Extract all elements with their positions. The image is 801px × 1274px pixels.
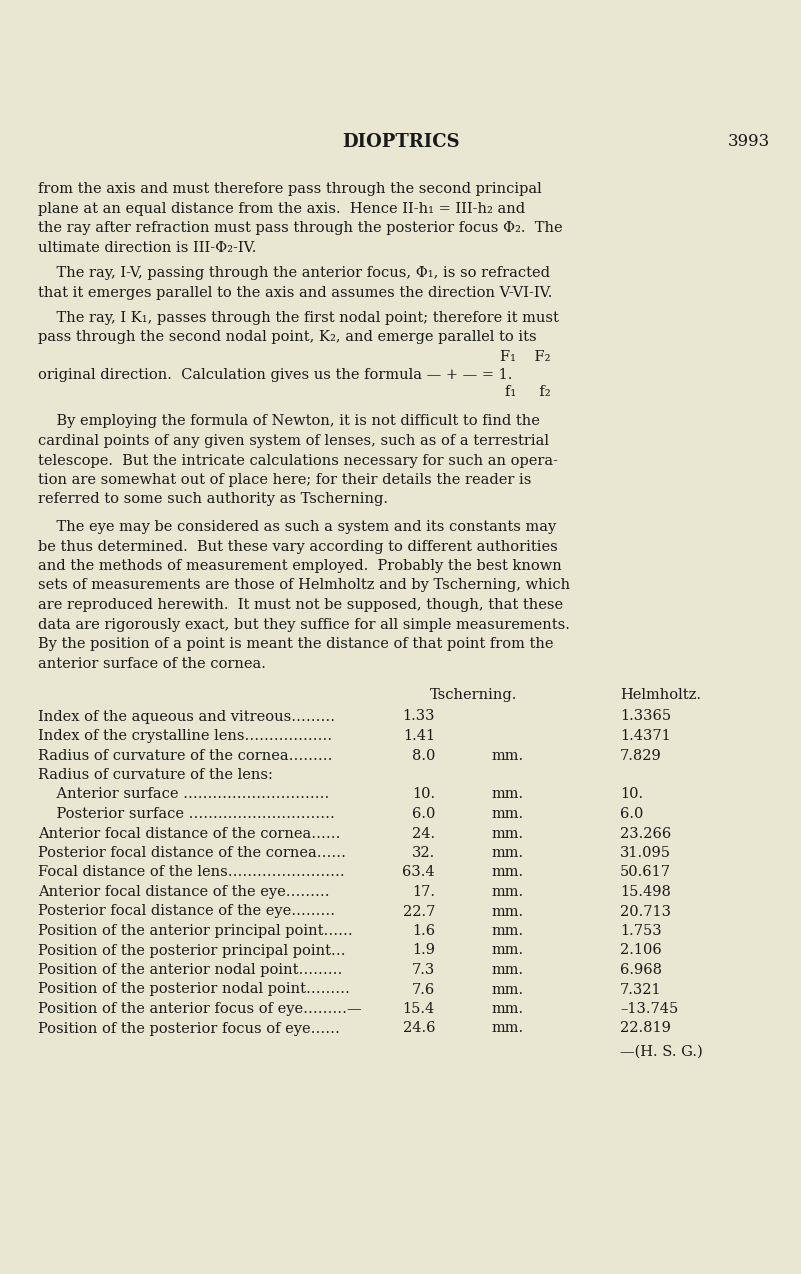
Text: 15.498: 15.498 (620, 885, 671, 899)
Text: Tscherning.: Tscherning. (430, 688, 517, 702)
Text: 1.33: 1.33 (402, 710, 435, 724)
Text: Radius of curvature of the lens:: Radius of curvature of the lens: (38, 768, 273, 782)
Text: f₁     f₂: f₁ f₂ (505, 385, 550, 399)
Text: 22.819: 22.819 (620, 1022, 671, 1036)
Text: mm.: mm. (492, 846, 524, 860)
Text: 1.6: 1.6 (412, 924, 435, 938)
Text: 23.266: 23.266 (620, 827, 671, 841)
Text: 2.106: 2.106 (620, 944, 662, 958)
Text: 6.0: 6.0 (620, 806, 643, 820)
Text: be thus determined.  But these vary according to different authorities: be thus determined. But these vary accor… (38, 539, 557, 553)
Text: are reproduced herewith.  It must not be supposed, though, that these: are reproduced herewith. It must not be … (38, 598, 563, 612)
Text: 20.713: 20.713 (620, 905, 671, 919)
Text: Position of the posterior focus of eye……: Position of the posterior focus of eye…… (38, 1022, 340, 1036)
Text: plane at an equal distance from the axis.  Hence II-h₁ = III-h₂ and: plane at an equal distance from the axis… (38, 201, 525, 215)
Text: from the axis and must therefore pass through the second principal: from the axis and must therefore pass th… (38, 182, 541, 196)
Text: mm.: mm. (492, 982, 524, 996)
Text: 1.41: 1.41 (403, 729, 435, 743)
Text: mm.: mm. (492, 827, 524, 841)
Text: Helmholtz.: Helmholtz. (620, 688, 701, 702)
Text: 7.3: 7.3 (412, 963, 435, 977)
Text: 7.6: 7.6 (412, 982, 435, 996)
Text: 10.: 10. (620, 787, 643, 801)
Text: data are rigorously exact, but they suffice for all simple measurements.: data are rigorously exact, but they suff… (38, 618, 570, 632)
Text: 7.321: 7.321 (620, 982, 662, 996)
Text: 3993: 3993 (728, 132, 770, 150)
Text: Position of the anterior nodal point………: Position of the anterior nodal point……… (38, 963, 342, 977)
Text: The eye may be considered as such a system and its constants may: The eye may be considered as such a syst… (38, 520, 556, 534)
Text: Position of the posterior nodal point………: Position of the posterior nodal point……… (38, 982, 350, 996)
Text: —(H. S. G.): —(H. S. G.) (620, 1045, 702, 1059)
Text: Radius of curvature of the cornea………: Radius of curvature of the cornea……… (38, 749, 332, 763)
Text: By the position of a point is meant the distance of that point from the: By the position of a point is meant the … (38, 637, 553, 651)
Text: mm.: mm. (492, 806, 524, 820)
Text: The ray, I K₁, passes through the first nodal point; therefore it must: The ray, I K₁, passes through the first … (38, 311, 559, 325)
Text: 6.968: 6.968 (620, 963, 662, 977)
Text: 15.4: 15.4 (403, 1001, 435, 1015)
Text: mm.: mm. (492, 749, 524, 763)
Text: mm.: mm. (492, 1001, 524, 1015)
Text: Position of the anterior principal point……: Position of the anterior principal point… (38, 924, 352, 938)
Text: By employing the formula of Newton, it is not difficult to find the: By employing the formula of Newton, it i… (38, 414, 540, 428)
Text: cardinal points of any given system of lenses, such as of a terrestrial: cardinal points of any given system of l… (38, 434, 549, 448)
Text: The ray, I-V, passing through the anterior focus, Φ₁, is so refracted: The ray, I-V, passing through the anteri… (38, 266, 550, 280)
Text: Position of the posterior principal point…: Position of the posterior principal poin… (38, 944, 345, 958)
Text: 8.0: 8.0 (412, 749, 435, 763)
Text: 50.617: 50.617 (620, 865, 671, 879)
Text: mm.: mm. (492, 865, 524, 879)
Text: pass through the second nodal point, K₂, and emerge parallel to its: pass through the second nodal point, K₂,… (38, 330, 537, 344)
Text: 1.3365: 1.3365 (620, 710, 671, 724)
Text: Focal distance of the lens……………………: Focal distance of the lens…………………… (38, 865, 344, 879)
Text: original direction.  Calculation gives us the formula — + — = 1.: original direction. Calculation gives us… (38, 367, 513, 381)
Text: mm.: mm. (492, 905, 524, 919)
Text: DIOPTRICS: DIOPTRICS (342, 132, 460, 152)
Text: mm.: mm. (492, 963, 524, 977)
Text: 32.: 32. (412, 846, 435, 860)
Text: 10.: 10. (412, 787, 435, 801)
Text: Posterior surface …………………………: Posterior surface ………………………… (38, 806, 335, 820)
Text: Posterior focal distance of the eye………: Posterior focal distance of the eye……… (38, 905, 335, 919)
Text: 22.7: 22.7 (403, 905, 435, 919)
Text: Anterior focal distance of the cornea……: Anterior focal distance of the cornea…… (38, 827, 340, 841)
Text: referred to some such authority as Tscherning.: referred to some such authority as Tsche… (38, 493, 388, 507)
Text: and the methods of measurement employed.  Probably the best known: and the methods of measurement employed.… (38, 559, 562, 573)
Text: mm.: mm. (492, 885, 524, 899)
Text: mm.: mm. (492, 944, 524, 958)
Text: Index of the crystalline lens………………: Index of the crystalline lens……………… (38, 729, 332, 743)
Text: Anterior focal distance of the eye………: Anterior focal distance of the eye……… (38, 885, 330, 899)
Text: Index of the aqueous and vitreous………: Index of the aqueous and vitreous……… (38, 710, 335, 724)
Text: Position of the anterior focus of eye………—: Position of the anterior focus of eye………… (38, 1001, 361, 1015)
Text: 31.095: 31.095 (620, 846, 671, 860)
Text: ultimate direction is III-Φ₂-IV.: ultimate direction is III-Φ₂-IV. (38, 241, 256, 255)
Text: F₁    F₂: F₁ F₂ (500, 350, 550, 364)
Text: the ray after refraction must pass through the posterior focus Φ₂.  The: the ray after refraction must pass throu… (38, 220, 562, 234)
Text: that it emerges parallel to the axis and assumes the direction V-VI-IV.: that it emerges parallel to the axis and… (38, 285, 553, 299)
Text: mm.: mm. (492, 924, 524, 938)
Text: sets of measurements are those of Helmholtz and by Tscherning, which: sets of measurements are those of Helmho… (38, 578, 570, 592)
Text: 17.: 17. (412, 885, 435, 899)
Text: –13.745: –13.745 (620, 1001, 678, 1015)
Text: 7.829: 7.829 (620, 749, 662, 763)
Text: Posterior focal distance of the cornea……: Posterior focal distance of the cornea…… (38, 846, 346, 860)
Text: Anterior surface …………………………: Anterior surface ………………………… (38, 787, 329, 801)
Text: 24.: 24. (412, 827, 435, 841)
Text: 1.4371: 1.4371 (620, 729, 670, 743)
Text: 24.6: 24.6 (402, 1022, 435, 1036)
Text: 1.753: 1.753 (620, 924, 662, 938)
Text: mm.: mm. (492, 787, 524, 801)
Text: telescope.  But the intricate calculations necessary for such an opera-: telescope. But the intricate calculation… (38, 454, 558, 468)
Text: 1.9: 1.9 (412, 944, 435, 958)
Text: 6.0: 6.0 (412, 806, 435, 820)
Text: tion are somewhat out of place here; for their details the reader is: tion are somewhat out of place here; for… (38, 473, 531, 487)
Text: mm.: mm. (492, 1022, 524, 1036)
Text: 63.4: 63.4 (402, 865, 435, 879)
Text: anterior surface of the cornea.: anterior surface of the cornea. (38, 656, 266, 670)
